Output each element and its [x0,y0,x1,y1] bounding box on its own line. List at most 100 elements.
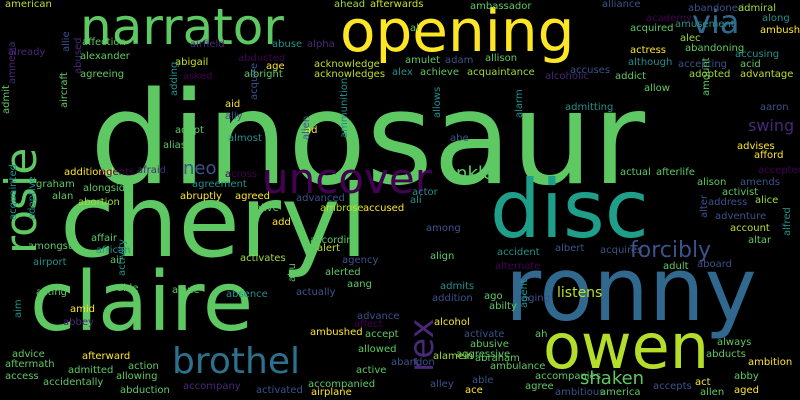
cloud-word: ahead [334,0,366,10]
cloud-word: neo [183,158,217,179]
cloud-word: allison [485,53,518,64]
cloud-word: affair [91,233,118,244]
cloud-word: acknowledge [314,59,380,70]
cloud-word: acquires [600,245,643,256]
cloud-word: accepts [653,381,692,392]
cloud-word: admitting [565,102,614,113]
cloud-word: account [730,223,770,234]
cloud-word: abraham [475,353,520,364]
cloud-word: acquainted [8,164,19,220]
cloud-word: airport [33,257,67,268]
cloud-word: aftermath [5,359,55,370]
cloud-word: ronny [505,238,757,341]
cloud-word: abandoned [688,3,745,14]
cloud-word: airplane [311,387,352,398]
cloud-word: alternate [495,261,541,272]
cloud-word: amulet [405,55,441,66]
cloud-word: ace [465,385,483,396]
cloud-word: accidentally [43,377,104,388]
cloud-word: age [266,61,285,72]
cloud-word: academy [646,13,692,24]
cloud-word: although [628,57,673,68]
cloud-word: alerted [325,267,361,278]
cloud-word: alarm [514,89,525,118]
cloud-word: additional [64,167,114,178]
cloud-word: advice [12,349,45,360]
cloud-word: among [426,223,461,234]
cloud-word: amusement [675,19,735,30]
cloud-word: air [110,255,124,266]
cloud-word: adult [663,261,689,272]
cloud-word: forcibly [630,238,712,263]
cloud-word: abbey [63,317,94,328]
cloud-word: ali [410,195,422,206]
cloud-word: act [695,377,711,388]
cloud-word: adoptive [27,176,38,220]
cloud-word: al [410,23,419,34]
cloud-word: alley [430,379,454,390]
cloud-word: alias [163,140,187,151]
cloud-word: ambitious [555,387,605,398]
cloud-word: accident [497,247,540,258]
cloud-word: alien [301,115,312,140]
cloud-word: amount [701,57,712,96]
cloud-word: aboard [697,259,733,270]
cloud-word: access [5,371,39,382]
cloud-word: actually [296,287,336,298]
cloud-word: able [472,375,494,386]
cloud-word: adam [445,55,474,66]
cloud-word: abusive [470,339,509,350]
cloud-word: alive [255,203,279,214]
cloud-word: admits [440,281,475,292]
cloud-word: allie [61,31,72,52]
cloud-word: alexander [80,51,130,62]
cloud-word: accepted [758,165,800,176]
cloud-word: alone [172,285,200,296]
cloud-word: amends [740,177,780,188]
cloud-word: addition [432,293,473,304]
cloud-word: admitted [68,365,114,376]
cloud-word: acquaintance [467,67,535,78]
cloud-word: aide [117,283,139,294]
cloud-word: abduction [120,385,170,396]
cloud-word: albert [555,243,585,254]
cloud-word: advance [357,311,400,322]
cloud-word: afford [754,150,784,161]
cloud-word: adventure [715,211,767,222]
cloud-word: affect [354,319,383,330]
cloud-word: ambush [760,25,800,36]
cloud-word: uncover [262,154,432,203]
cloud-word: acquired [630,23,674,34]
cloud-word: aggressive [456,349,511,360]
cloud-word: ah [535,329,548,340]
cloud-word: advises [737,141,775,152]
cloud-word: abandon [391,357,435,368]
cloud-word: advanced [296,193,345,204]
cloud-word: accompany [183,381,241,392]
cloud-word: alamein [433,351,474,362]
cloud-word: align [430,251,455,262]
cloud-word: agree [525,381,554,392]
cloud-word: ammunition [339,77,350,138]
cloud-word: agreeing [80,69,125,80]
cloud-word: aim [13,299,24,318]
cloud-word: ambrose [320,203,364,214]
cloud-word: accuses [570,65,611,76]
cloud-word: action [128,361,159,372]
cloud-word: activate [464,329,505,340]
cloud-word: asked [183,71,213,82]
cloud-word: afterwards [370,0,424,10]
cloud-word: ankle [445,163,494,184]
cloud-word: affection [82,37,126,48]
cloud-word: along [762,13,790,24]
cloud-word: airfield [190,39,225,50]
cloud-word: abruptly [180,191,222,202]
cloud-word: america [600,387,641,398]
cloud-word: accepting [678,59,728,70]
cloud-word: activity [117,239,128,276]
cloud-word: opening [340,0,575,65]
cloud-word: aged [734,385,759,396]
cloud-word: brothel [172,341,300,382]
cloud-word: agreement [192,179,247,190]
